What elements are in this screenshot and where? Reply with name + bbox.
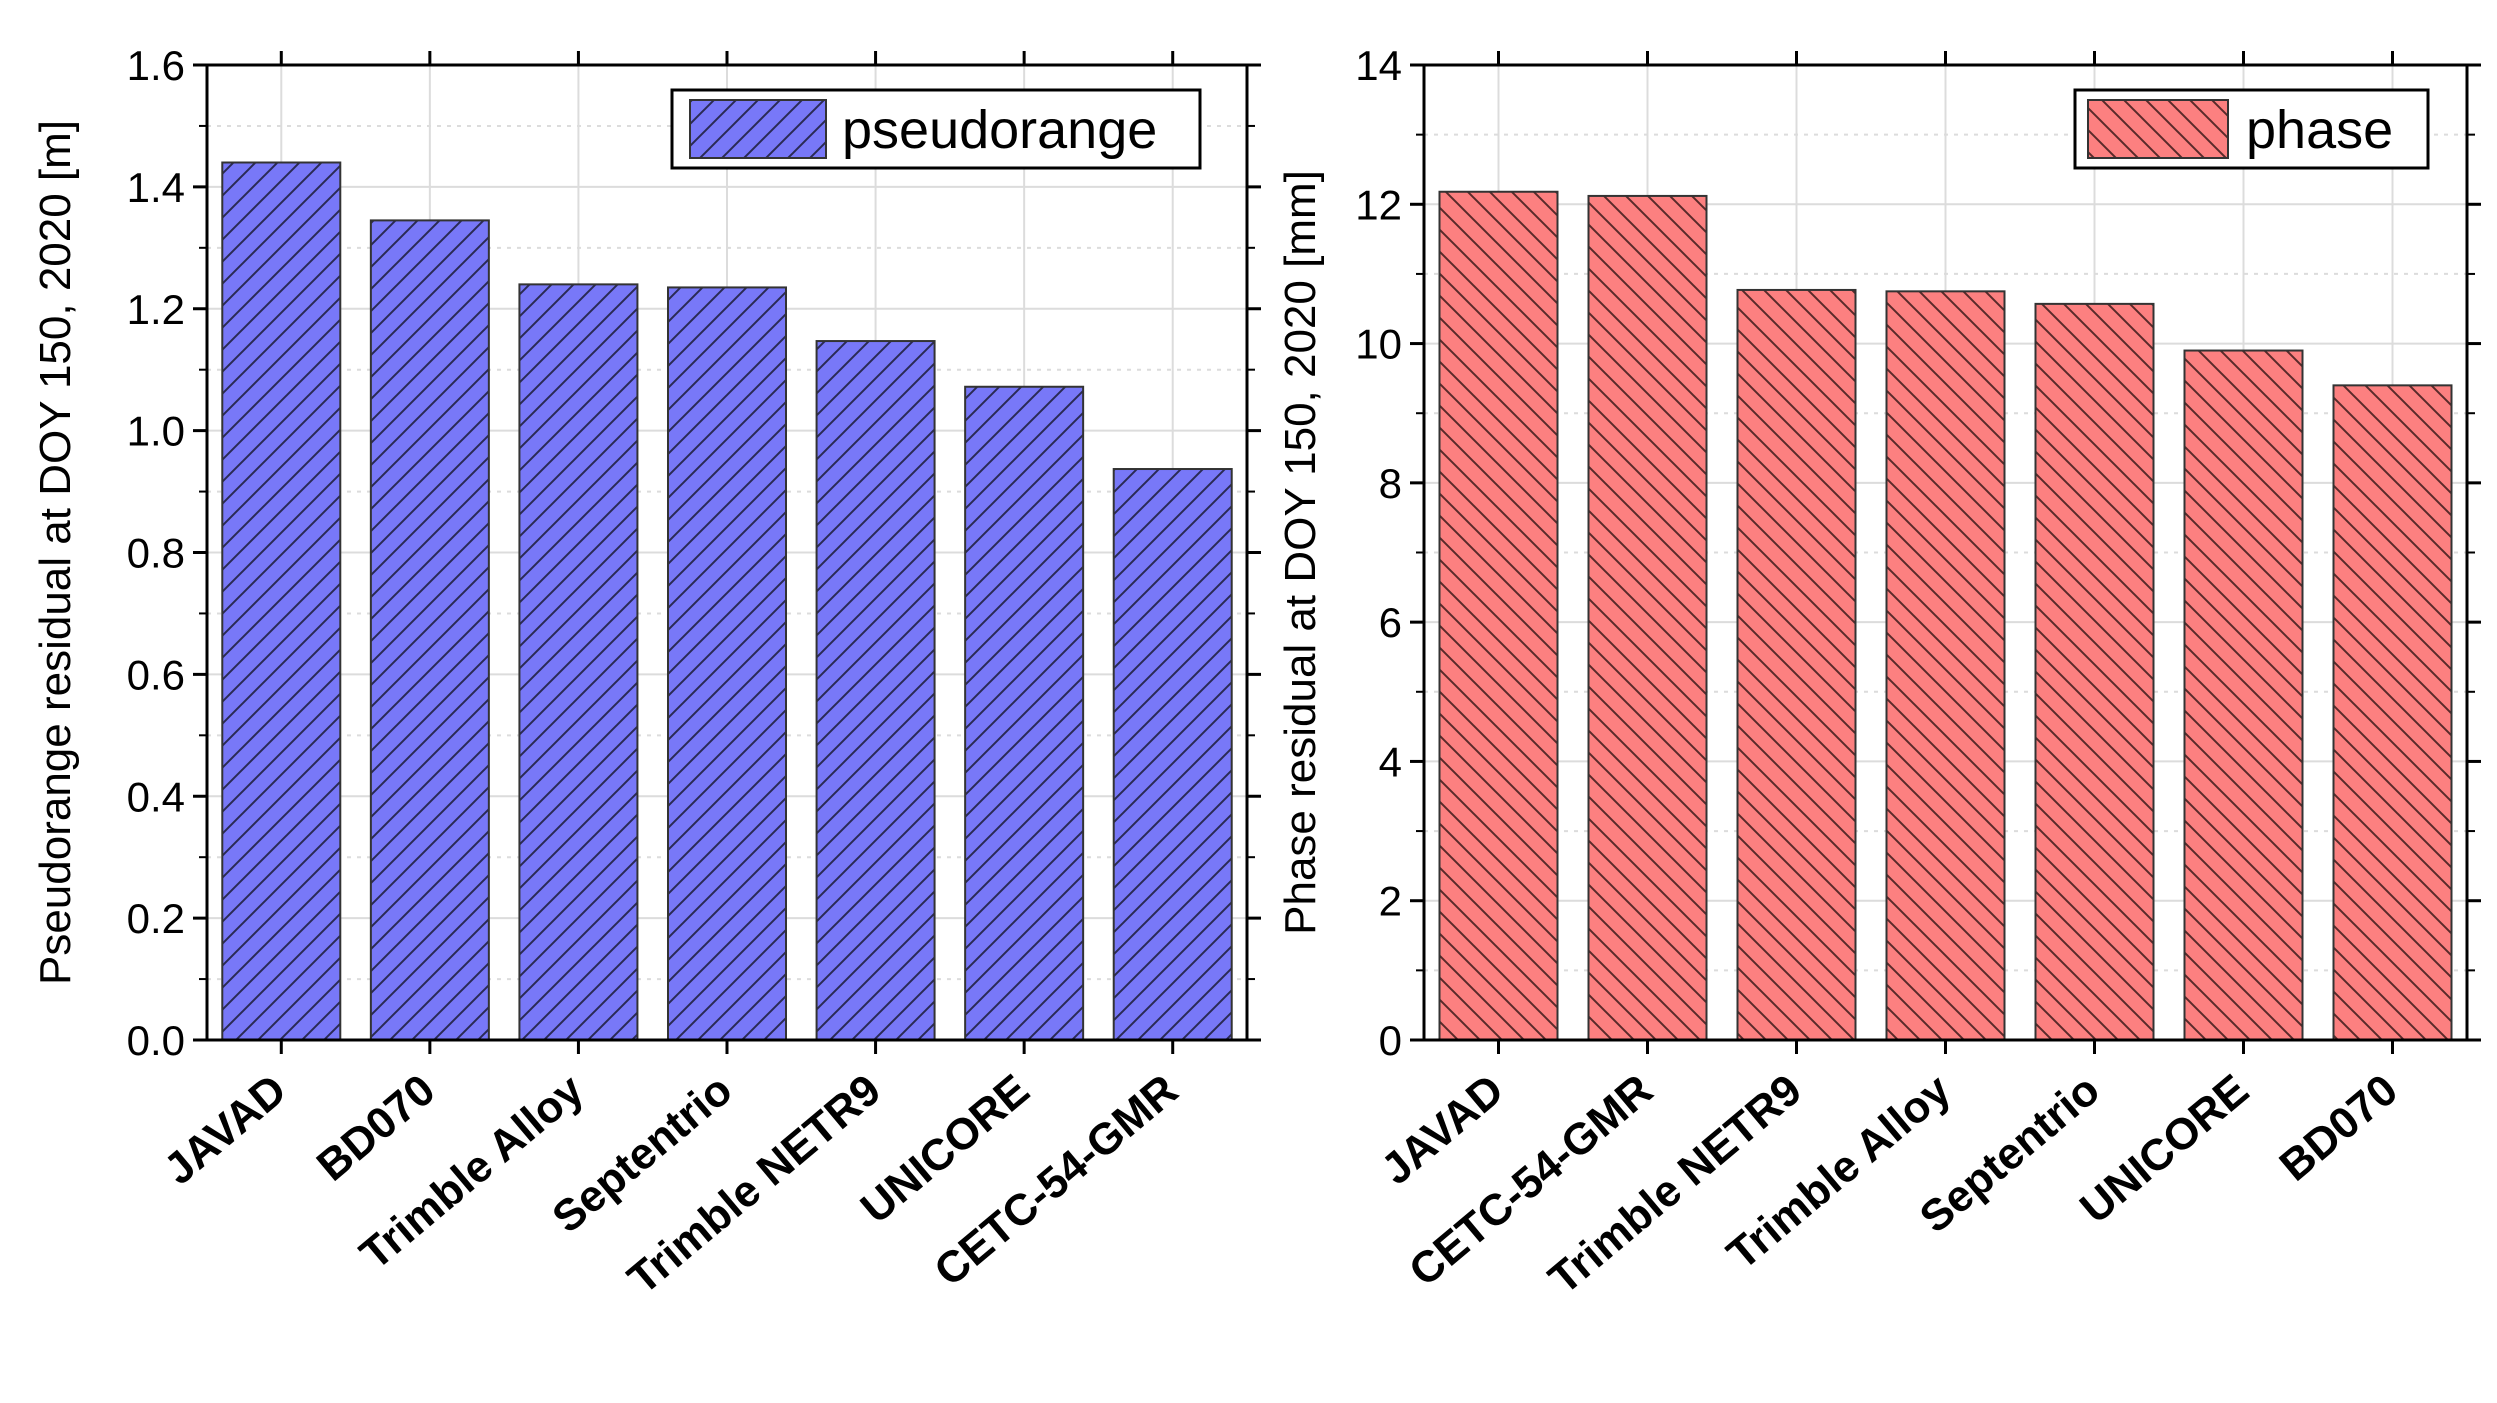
bar-hatch-pseudorange-6 xyxy=(1112,468,1233,1041)
y-tick-label: 12 xyxy=(1355,181,1402,228)
y-tick-label: 0 xyxy=(1379,1017,1402,1064)
y-tick-label: 6 xyxy=(1379,599,1402,646)
chart-panel-pseudorange: 0.0 0.2 0.4 0.6 0.8 1.0 1.2 1.4 1.6 JAVAD BD070 Tri… xyxy=(31,42,1261,1304)
bar-hatch-phase-4 xyxy=(2034,302,2155,1041)
x-category-label: BD070 xyxy=(2271,1065,2407,1191)
x-category-label: UNICORE xyxy=(2071,1065,2258,1233)
legend-label: pseudorange xyxy=(842,100,1157,160)
y-tick-label: 0.4 xyxy=(127,773,185,820)
bar-hatch-phase-2 xyxy=(1736,288,1857,1042)
bar-hatch-pseudorange-5 xyxy=(964,385,1085,1041)
bar-hatch-pseudorange-0 xyxy=(221,161,342,1041)
y-tick-label: 2 xyxy=(1379,878,1402,925)
y-axis-title: Pseudorange residual at DOY 150, 2020 [m… xyxy=(31,120,80,985)
bar-hatch-pseudorange-3 xyxy=(667,286,787,1041)
y-tick-label: 1.0 xyxy=(127,408,185,455)
bar-hatch-phase-0 xyxy=(1438,190,1559,1041)
y-tick-label: 4 xyxy=(1379,738,1402,785)
legend-swatch-hatch xyxy=(2087,99,2229,159)
x-category-label: Trimble NETR9 xyxy=(619,1065,890,1304)
bar-hatch-phase-1 xyxy=(1587,194,1708,1041)
y-tick-label: 14 xyxy=(1355,42,1402,89)
y-tick-label: 1.6 xyxy=(127,42,185,89)
y-tick-label: 0.6 xyxy=(127,651,185,698)
x-category-label: Trimble NETR9 xyxy=(1540,1065,1811,1304)
y-tick-label: 0.2 xyxy=(127,895,185,942)
bar-hatch-phase-6 xyxy=(2332,384,2453,1042)
bar-hatch-pseudorange-1 xyxy=(369,219,490,1041)
legend-swatch-hatch xyxy=(689,99,827,159)
y-axis-title: Phase residual at DOY 150, 2020 [mm] xyxy=(1276,170,1325,935)
legend: phase xyxy=(2073,88,2430,170)
bar-hatch-phase-3 xyxy=(1885,290,2006,1041)
y-tick-label: 0.0 xyxy=(127,1017,185,1064)
legend: pseudorange xyxy=(670,88,1202,170)
y-tick-label: 1.2 xyxy=(127,286,185,333)
y-tick-label: 1.4 xyxy=(127,164,185,211)
legend-label: phase xyxy=(2246,100,2393,160)
bar-hatch-phase-5 xyxy=(2183,349,2304,1041)
x-category-label: JAVAD xyxy=(155,1065,296,1194)
y-tick-label: 0.8 xyxy=(127,530,185,577)
x-category-label: BD070 xyxy=(308,1065,444,1191)
y-tick-label: 8 xyxy=(1379,460,1402,507)
x-category-label: JAVAD xyxy=(1372,1065,1513,1194)
y-tick-label: 10 xyxy=(1355,321,1402,368)
bar-hatch-pseudorange-4 xyxy=(815,340,936,1041)
bar-hatch-pseudorange-2 xyxy=(518,283,639,1041)
